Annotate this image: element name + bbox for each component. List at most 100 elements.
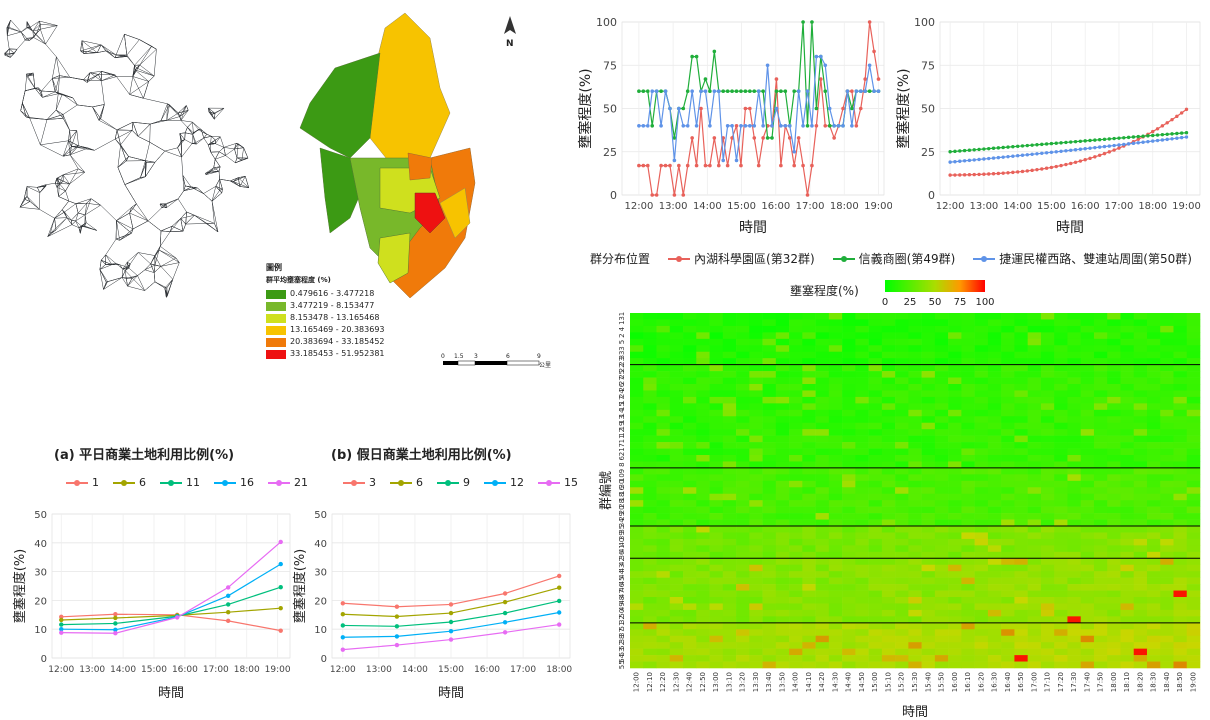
heatmap-cell <box>789 577 803 585</box>
heatmap-cell <box>1001 655 1015 662</box>
heatmap-cell <box>789 519 803 527</box>
heatmap-cell <box>1133 538 1148 546</box>
heatmap-cell <box>868 577 883 585</box>
heatmap-cell <box>722 609 737 617</box>
network-edge <box>26 21 29 28</box>
heatmap-cell <box>1160 538 1174 546</box>
heatmap-cell <box>762 377 777 385</box>
heatmap-cell <box>921 642 936 649</box>
heatmap-cell <box>802 442 816 449</box>
data-point <box>743 106 748 111</box>
network-edge <box>52 75 60 79</box>
heatmap-cell <box>630 384 644 391</box>
data-point <box>225 602 231 607</box>
heatmap-cell <box>802 332 816 340</box>
heatmap-cell <box>683 648 697 656</box>
heatmap-cell <box>669 416 684 424</box>
heatmap-cell <box>1001 313 1015 320</box>
heatmap-cell <box>1080 403 1095 411</box>
network-edge <box>160 103 168 121</box>
network-edge <box>181 157 184 176</box>
network-edge <box>98 74 102 81</box>
heatmap-cell <box>1160 371 1174 378</box>
heatmap-cell <box>855 390 869 398</box>
heatmap-cell <box>1014 429 1028 436</box>
heatmap-cell <box>961 584 975 591</box>
heatmap-cell <box>1120 442 1135 449</box>
heatmap-cell <box>855 325 869 333</box>
network-edge <box>35 34 46 45</box>
heatmap-cell <box>934 584 949 591</box>
heatmap-cell <box>722 403 737 411</box>
heatmap-cell <box>921 461 936 469</box>
heatmap-cell <box>1054 590 1068 598</box>
network-edge <box>179 105 187 117</box>
row-tick-label: 7 <box>618 443 626 447</box>
heatmap-cell <box>908 616 922 624</box>
network-edge <box>40 25 58 30</box>
heatmap-cell <box>828 455 843 462</box>
heatmap-cell <box>1146 538 1161 546</box>
network-edge <box>215 186 222 194</box>
data-point <box>556 598 562 604</box>
network-edge <box>120 144 127 162</box>
network-edge <box>76 130 79 146</box>
data-point <box>953 173 957 177</box>
network-edge <box>223 147 235 150</box>
heatmap-cell <box>802 500 816 507</box>
colorbar-tick: 50 <box>929 297 942 308</box>
heatmap-cell <box>868 325 883 333</box>
heatmap-cell <box>775 474 790 482</box>
y-tick-label: 100 <box>914 16 935 29</box>
heatmap-cell <box>1160 390 1174 398</box>
data-point <box>796 89 801 93</box>
data-point <box>841 124 845 128</box>
heatmap-cell <box>775 642 790 649</box>
network-edge <box>129 76 134 95</box>
heatmap-cell <box>1040 635 1055 643</box>
network-edge <box>26 72 34 75</box>
heatmap-cell <box>881 396 896 404</box>
heatmap-cell <box>1093 448 1108 456</box>
x-tick-label: 12:00 <box>48 665 74 675</box>
heatmap-cell <box>815 384 830 391</box>
heatmap-cell <box>987 597 1002 604</box>
heatmap-cell <box>1027 487 1042 495</box>
network-edge <box>55 217 68 231</box>
network-edge <box>20 27 29 33</box>
heatmap-cell <box>1186 564 1201 572</box>
network-edge <box>101 260 106 265</box>
heatmap-cell <box>709 493 724 501</box>
heatmap-cell <box>1014 338 1028 346</box>
network-edge <box>230 177 239 182</box>
heatmap-cell <box>1054 351 1068 359</box>
heatmap-cell <box>709 422 724 430</box>
map-legend-swatch <box>266 337 286 347</box>
heatmap-cell <box>1146 467 1161 475</box>
heatmap-cell <box>1027 455 1042 462</box>
heatmap-cell <box>881 390 896 398</box>
heatmap-cell <box>1040 461 1055 469</box>
heatmap-cell <box>656 597 671 604</box>
network-edge <box>94 138 116 151</box>
heatmap-cell <box>696 519 710 527</box>
heatmap-cell <box>1027 332 1042 340</box>
y-axis-label: 壅塞程度(%) <box>12 549 28 624</box>
heatmap-cell <box>643 532 657 540</box>
heatmap-cell <box>736 480 750 488</box>
data-point <box>556 610 562 615</box>
heatmap-cell <box>948 338 962 346</box>
x-tick-label: 12:20 <box>659 672 667 692</box>
heatmap-cell <box>643 358 657 365</box>
scale-label: 0 <box>441 353 445 360</box>
x-tick-label: 13:20 <box>739 672 747 692</box>
heatmap-cell <box>868 364 883 372</box>
heatmap-cell <box>987 545 1002 553</box>
heatmap-cell <box>934 655 949 662</box>
heatmap-cell <box>656 377 671 385</box>
heatmap-cell <box>987 655 1002 662</box>
heatmap-cell <box>908 396 922 404</box>
heatmap-cell <box>868 474 883 482</box>
heatmap-cell <box>683 422 697 430</box>
